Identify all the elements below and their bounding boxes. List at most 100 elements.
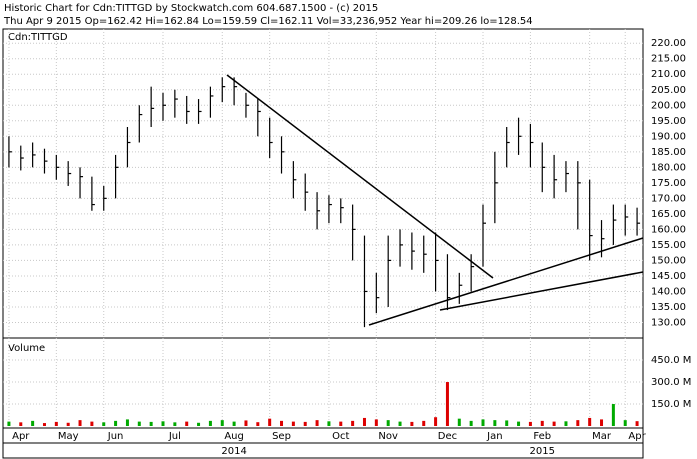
volume-bar [327, 421, 331, 426]
volume-bar [66, 422, 70, 426]
x-tick-label: Sep [272, 431, 291, 442]
chart-title: Historic Chart for Cdn:TITTGD by Stockwa… [4, 3, 378, 14]
volume-bar [244, 420, 248, 426]
volume-bar [31, 420, 35, 426]
plot: 130.00 135.00 140.00 145.00 150.00 155.00 160.… [3, 29, 691, 457]
volume-bar [410, 421, 414, 426]
year-label: 2015 [530, 446, 555, 457]
x-tick-label: Jul [168, 431, 181, 442]
volume-bar [42, 423, 46, 426]
volume-bar [481, 419, 485, 426]
volume-bar [7, 421, 11, 426]
volume-bar [600, 419, 604, 426]
volume-bar [445, 382, 449, 426]
volume-bar [197, 422, 201, 426]
x-tick-label: Dec [438, 431, 457, 442]
y-tick-label: 185.00 [651, 147, 686, 158]
volume-bar [457, 418, 461, 426]
x-tick-label: Feb [533, 431, 551, 442]
volume-bar [268, 418, 272, 426]
x-tick-label: Nov [378, 431, 398, 442]
x-tick-label: Mar [592, 431, 612, 442]
volume-bar [291, 421, 295, 426]
y2-tick-label: 150.0 M [651, 399, 691, 410]
y-tick-label: 135.00 [651, 302, 686, 313]
volume-bar [517, 421, 521, 426]
volume-bar [256, 422, 260, 426]
x-tick-label: Oct [332, 431, 349, 442]
y-tick-label: 200.00 [651, 100, 686, 111]
volume-bar [220, 420, 224, 426]
trend-line [368, 237, 644, 326]
y-tick-label: 175.00 [651, 178, 686, 189]
x-tick-label: Apr [628, 431, 646, 442]
volume-bar [540, 420, 544, 426]
volume-bar [505, 420, 509, 426]
volume-bar [386, 420, 390, 426]
volume-bar [493, 420, 497, 426]
trend-line [439, 271, 644, 311]
volume-bar [114, 420, 118, 426]
trend-line [226, 74, 494, 279]
y-tick-label: 170.00 [651, 193, 686, 204]
volume-bar [303, 421, 307, 426]
x-tick-label: Jan [486, 431, 502, 442]
volume-bar [623, 420, 627, 426]
x-tick-label: Apr [12, 431, 30, 442]
y-tick-label: 195.00 [651, 116, 686, 127]
y2-tick-label: 300.0 M [651, 377, 691, 388]
volume-bar [576, 420, 580, 426]
y-tick-label: 155.00 [651, 240, 686, 251]
y-tick-label: 210.00 [651, 69, 686, 80]
y-tick-label: 190.00 [651, 131, 686, 142]
volume-bar [564, 421, 568, 426]
volume-bar [185, 421, 189, 426]
volume-label: Volume [8, 343, 45, 354]
volume-bar [19, 422, 23, 426]
y2-tick-label: 450.0 M [651, 355, 691, 366]
volume-bar [362, 417, 366, 426]
y-tick-label: 180.00 [651, 162, 686, 173]
y-tick-label: 150.00 [651, 255, 686, 266]
y-tick-label: 165.00 [651, 209, 686, 220]
volume-bar [374, 419, 378, 426]
symbol-label: Cdn:TITTGD [8, 32, 68, 43]
year-axis [2, 442, 644, 459]
volume-bar [339, 421, 343, 426]
volume-bar [208, 420, 212, 426]
volume-bar [78, 420, 82, 426]
volume-bar [315, 420, 319, 426]
x-tick-label: Jun [107, 431, 124, 442]
y-tick-label: 205.00 [651, 85, 686, 96]
volume-bar [351, 420, 355, 426]
volume-bar [149, 421, 153, 426]
volume-bar [434, 417, 438, 426]
volume-bar [161, 421, 165, 426]
chart-subtitle: Thu Apr 9 2015 Op=162.42 Hi=162.84 Lo=15… [3, 16, 533, 27]
volume-bar [422, 420, 426, 426]
volume-bar [54, 421, 58, 426]
x-tick-label: Aug [224, 431, 244, 442]
volume-bar [125, 419, 129, 426]
volume-bar [90, 421, 94, 426]
volume-bar [173, 422, 177, 426]
y-tick-label: 160.00 [651, 224, 686, 235]
volume-bar [137, 421, 141, 426]
volume-bar [232, 421, 236, 426]
volume-bar [528, 421, 532, 426]
volume-bar [552, 421, 556, 426]
volume-bar [469, 420, 473, 426]
volume-bar [102, 422, 106, 426]
y-tick-label: 215.00 [651, 54, 686, 65]
x-tick-label: May [58, 431, 79, 442]
volume-bar [588, 417, 592, 426]
year-label: 2014 [221, 446, 246, 457]
volume-bar [635, 421, 639, 426]
y-tick-label: 145.00 [651, 271, 686, 282]
volume-bar [398, 421, 402, 426]
y-tick-label: 140.00 [651, 286, 686, 297]
volume-bar [611, 404, 615, 426]
y-tick-label: 130.00 [651, 317, 686, 328]
volume-bar [280, 420, 284, 426]
